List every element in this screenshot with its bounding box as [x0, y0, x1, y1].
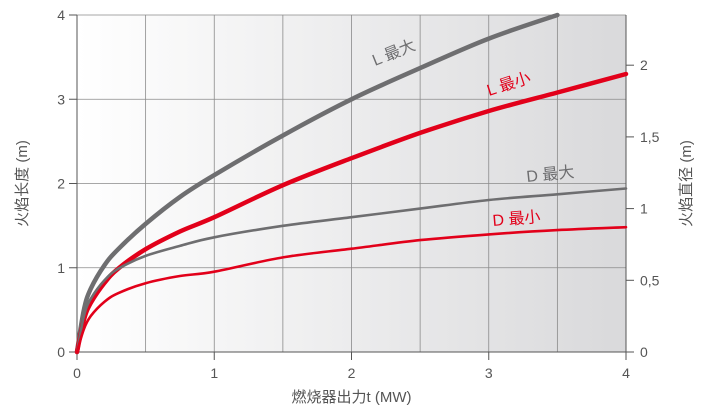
x-tick-label: 2 — [348, 365, 356, 381]
series-line-1 — [74, 71, 629, 355]
series-line-3 — [75, 225, 628, 354]
series-line-0 — [74, 12, 560, 355]
y-axis-left-label: 火焰长度 (m) — [14, 140, 31, 227]
y-right-tick-label: 2 — [640, 57, 648, 73]
series-label-3: D 最小 — [492, 208, 541, 230]
labels-group: 燃烧器出力t (MW) 火焰长度 (m) 火焰直径 (m) — [14, 140, 695, 406]
x-tick-label: 4 — [622, 365, 630, 381]
y-right-tick-label: 1 — [640, 201, 648, 217]
y-right-tick-label: 1,5 — [640, 129, 660, 145]
y-left-tick-label: 1 — [57, 260, 65, 276]
y-left-tick-label: 2 — [57, 176, 65, 192]
series-line-2 — [75, 187, 628, 354]
y-right-tick-label: 0 — [640, 344, 648, 360]
y-left-tick-label: 4 — [57, 7, 65, 23]
y-left-tick-label: 0 — [57, 344, 65, 360]
y-right-tick-label: 0,5 — [640, 272, 660, 288]
x-tick-label: 0 — [73, 365, 81, 381]
series-label-2: D 最大 — [526, 163, 576, 186]
x-tick-label: 1 — [210, 365, 218, 381]
x-axis-label: 燃烧器出力t (MW) — [292, 388, 412, 406]
y-axis-right-label: 火焰直径 (m) — [678, 140, 695, 227]
y-left-tick-label: 3 — [57, 91, 65, 107]
x-tick-label: 3 — [485, 365, 493, 381]
